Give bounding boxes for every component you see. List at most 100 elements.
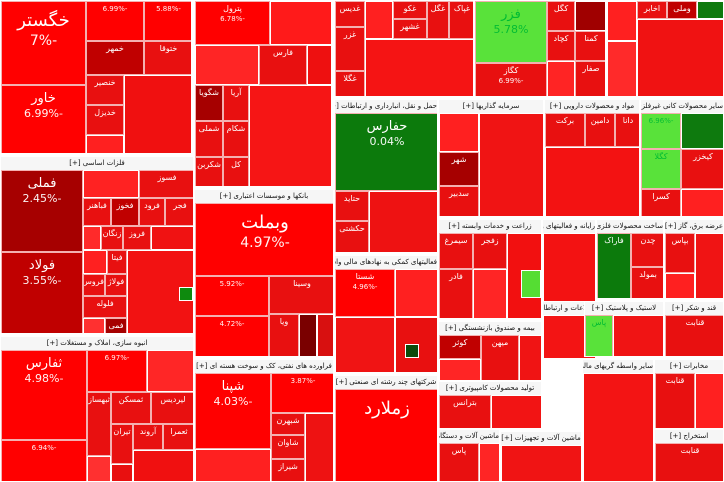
sector-real-estate[interactable]: انبوه سازی، املاک و مستغلات [+] ثفارس -4.… [0,336,194,482]
tile-khodizel[interactable]: خدیزل [86,105,124,135]
sector-pharma[interactable]: مواد و محصولات دارویی [+] برکت دامین دان… [544,99,640,217]
tile-frooz[interactable]: فروز [123,226,151,250]
sector-banks[interactable]: بانکها و موسسات اعتباری [+] وبملت -4.97% … [194,189,334,357]
tile-khegostar[interactable]: خگستر -7% [1,1,86,85]
tile-lidis[interactable]: لیردیس [151,392,193,424]
sector-computer-products[interactable]: تولید محصولات کامپیوتری [+] بترانس [438,381,542,429]
tile-fars[interactable]: فارس [259,45,307,85]
sector-cement[interactable]: غدیس غکو غشهر غگل غزر غگلا غپاک [334,0,474,97]
tile-teskan[interactable]: ثمسکن [111,392,151,424]
sector-telecom[interactable]: مخابرات [+] قنابت [654,359,724,429]
tile-ghazar[interactable]: غزر [335,27,365,71]
tile-zanjan[interactable]: زنگان [101,226,123,250]
tile-fajr[interactable]: فجر [165,198,193,226]
sector-tires[interactable]: لاستیک و پلاستیک [+] پاس [584,301,664,357]
tile-sadabir[interactable]: سدبیر [439,186,479,216]
tile-fakhooz[interactable]: فخوز [111,198,139,226]
tile-gheshahar[interactable]: غشهر [393,19,427,39]
tile-kamna[interactable]: کمنا [575,31,605,61]
tile-vamli[interactable]: قنابت [655,443,723,481]
sector-multi-industrial[interactable]: شرکتهای چند رشته ای صنعتی [+] زملارد [334,375,438,482]
tile-bepars[interactable]: کوثر [439,335,481,359]
tile-kerman[interactable]: -6.94% [1,440,87,481]
sector-agriculture[interactable]: زراعت و خدمات وابسته [+] سیمرغ زفجر فادر [438,219,542,319]
tile-ghegol[interactable]: غگل [427,1,449,39]
sector-top-right[interactable]: وملی اخابر [606,0,724,97]
tile-shiraz2[interactable]: شیراز [271,459,305,481]
tile-shekarban[interactable]: شکربن [195,157,223,186]
tile-safa[interactable]: وملی [667,1,697,19]
tile-farak[interactable]: چدن [631,233,663,267]
tile-vasina[interactable]: وسینا [269,276,333,314]
tile-fazar[interactable]: فزر 5.78% [475,1,547,63]
sector-sugar[interactable]: قند و شکر [+] قنابت [664,301,724,357]
tile-safar[interactable]: صفار [575,61,605,96]
sector-oil-products[interactable]: فراورده های نفتی، کک و سوخت هسته ای [+] … [194,359,334,482]
tile-pas[interactable]: پاس [585,315,613,356]
tile-c1[interactable]: -3.87% [271,373,333,413]
tile-fabta[interactable]: فیتا [107,250,127,274]
tile-koral[interactable]: میهن [481,335,519,380]
tile-bemuel[interactable]: بپاس [665,233,695,273]
tile-fravs[interactable]: فروس [83,274,105,296]
tile-kgaz[interactable]: کگاز -6.99% [475,63,547,96]
tile-forood[interactable]: فرود [139,198,165,226]
tile-shasta[interactable]: زملارد [335,389,437,481]
tile-shpna[interactable]: شپنا -4.03% [195,373,271,449]
sector-minerals[interactable]: سایر محصولات کانی غیرفلزی [+] -6.96% کگل… [640,99,724,217]
tile-fabahonar[interactable]: فباهنر [83,198,111,226]
tile-kal[interactable]: کل [223,157,249,186]
tile-hajabad[interactable]: حتاید [335,191,369,221]
sector-other-financial[interactable]: سایر واسطه گریهای مالی [+] [582,359,654,482]
tile-shamli[interactable]: شملی [195,121,223,157]
tile-vabemellat[interactable]: وبملت -4.97% [195,203,333,276]
tile-petrol[interactable]: پترول -6.78% [195,1,270,45]
tile-ghepak[interactable]: غپاک [449,1,473,39]
tile-folaj[interactable]: فولاژ [105,274,127,296]
tile-shahr[interactable]: شهر [439,152,479,186]
sector-extraction[interactable]: استخراج [+] قنابت [654,429,724,482]
tile-kama[interactable]: شستا -4.96% [335,269,395,317]
tile-chadan[interactable]: بمولد [631,267,663,298]
tile-vaya[interactable]: ویا [269,314,299,356]
tile-mihan[interactable]: بترانس [439,395,491,428]
tile-fasoos[interactable]: فسوز [139,170,193,198]
sector-chemicals[interactable]: پترول -6.78% فارس شگویا شملی شکربن آریا ش… [194,0,332,187]
tile-hafars[interactable]: حفارس 0.04% [335,113,437,191]
tile-folala[interactable]: فلوله [83,296,127,318]
sector-transport[interactable]: حمل و نقل، انبارداری و ارتباطات [+] حفار… [334,99,438,253]
tile-nomra[interactable]: ثعمرا [163,424,193,450]
sector-insurance[interactable]: بیمه و صندوق بازنشستگی [+] کوثر میهن [438,321,542,381]
sector-automotive[interactable]: خگستر -7% خاور -6.99% -6.99% -5.88% ختوقا … [0,0,192,154]
tile-a2[interactable]: -5.88% [144,1,191,41]
tile-sedor[interactable]: اخابر [637,1,667,19]
tile-shebehran[interactable]: شبهرن [271,413,305,435]
tile-khotoga[interactable]: ختوقا [144,41,191,75]
tile-hakeshti[interactable]: حکشتی [335,221,369,252]
tile-shavan[interactable]: شاوان [271,435,305,459]
tile-khmehr[interactable]: خمهر [86,41,144,75]
tile-fameli[interactable]: فملی -2.45% [1,170,83,252]
tile-zemalard[interactable]: سیمرغ [439,233,473,269]
tile-zafajar[interactable]: فادر [439,269,473,318]
tile-shegooya[interactable]: شگویا [195,85,223,121]
tile-kesra[interactable]: کسرا [641,189,681,216]
tile-fader[interactable]: فاراک [597,233,631,298]
tile-barkat[interactable]: برکت [545,113,585,147]
tile-tiran[interactable]: تیران [111,424,133,464]
tile-shekam[interactable]: شکام [223,121,249,157]
tile-kegol2[interactable]: کگلا [641,149,681,189]
sector-equipment[interactable]: ماشین آلات و تجهیزات [+] [500,431,582,482]
sector-financial-aux[interactable]: فعالیتهای کمکی به نهادهای مالی واسط [+] … [334,255,438,373]
tile-kekhazar[interactable]: کیخزر [681,149,723,189]
sector-mining[interactable]: فزر 5.78% کگاز -6.99% کمنا کچاد کگل صفار [474,0,606,97]
tile-kchad[interactable]: کچاد [547,31,575,61]
tile-foolad[interactable]: فولاد -3.55% [1,252,83,333]
sector-electricity[interactable]: عرضه برق، گاز [+] بپاس [664,219,724,299]
tile-dana[interactable]: دانا [615,113,639,147]
sector-machinery[interactable]: ماشین آلات و دستگاه ها [+] پاس [438,429,500,482]
tile-vasaderat[interactable]: -4.72% [195,316,269,356]
tile-berantas[interactable]: پاس [439,443,479,481]
sector-basic-metals[interactable]: فلزات اساسی [+] فملی -2.45% فولاد -3.55% ف… [0,156,194,334]
tile-sabad[interactable]: ثبهساز [87,392,111,456]
